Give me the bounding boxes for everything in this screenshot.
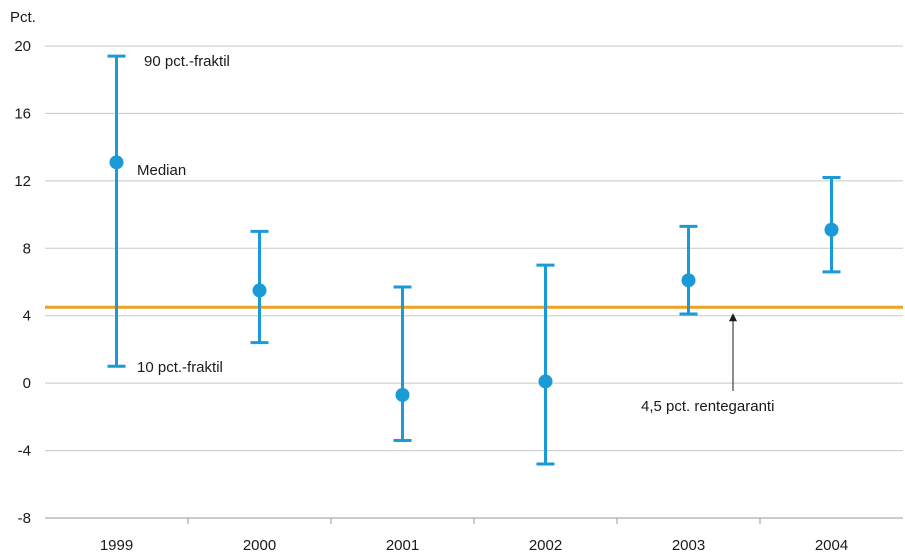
median-point [824,222,839,237]
error-bar [107,54,126,368]
reference-line-group [45,305,903,391]
x-tick-labels: 1999 2000 2001 2002 2003 2004 [100,537,848,554]
error-bar [250,229,269,345]
y-tick-label: 8 [23,240,31,257]
x-tick-label: 2002 [529,537,562,554]
median-annotation: Median [137,162,186,179]
y-tick-label: 0 [23,375,31,392]
x-tick-label: 2001 [386,537,419,554]
error-bars [107,54,841,466]
median-point [538,374,553,389]
annotations: 90 pct.-fraktil Median 10 pct.-fraktil 4… [137,53,774,415]
x-tick-label: 2004 [815,537,848,554]
error-bar [679,224,698,316]
x-tick-label: 1999 [100,537,133,554]
y-tick-label: 4 [23,308,31,325]
median-point [109,155,124,170]
p10-annotation: 10 pct.-fraktil [137,359,223,376]
y-tick-label: 12 [14,173,31,190]
x-tick-label: 2003 [672,537,705,554]
gridlines [45,45,903,452]
y-tick-label: 20 [14,38,31,55]
p90-annotation: 90 pct.-fraktil [144,53,230,70]
median-point [681,273,696,288]
error-bar [536,263,555,466]
y-tick-label: -4 [18,443,31,460]
y-axis-label: Pct. [10,9,36,26]
error-bar [393,285,412,442]
median-point [395,387,410,402]
reference-annotation: 4,5 pct. rentegaranti [641,398,774,415]
error-bar [822,175,841,274]
x-tick-label: 2000 [243,537,276,554]
reference-arrow-head [729,313,737,322]
y-tick-label: -8 [18,510,31,527]
y-tick-label: 16 [14,105,31,122]
median-point [252,283,267,298]
x-axis [45,517,903,524]
y-tick-labels: 20 16 12 8 4 0 -4 -8 [14,38,31,527]
